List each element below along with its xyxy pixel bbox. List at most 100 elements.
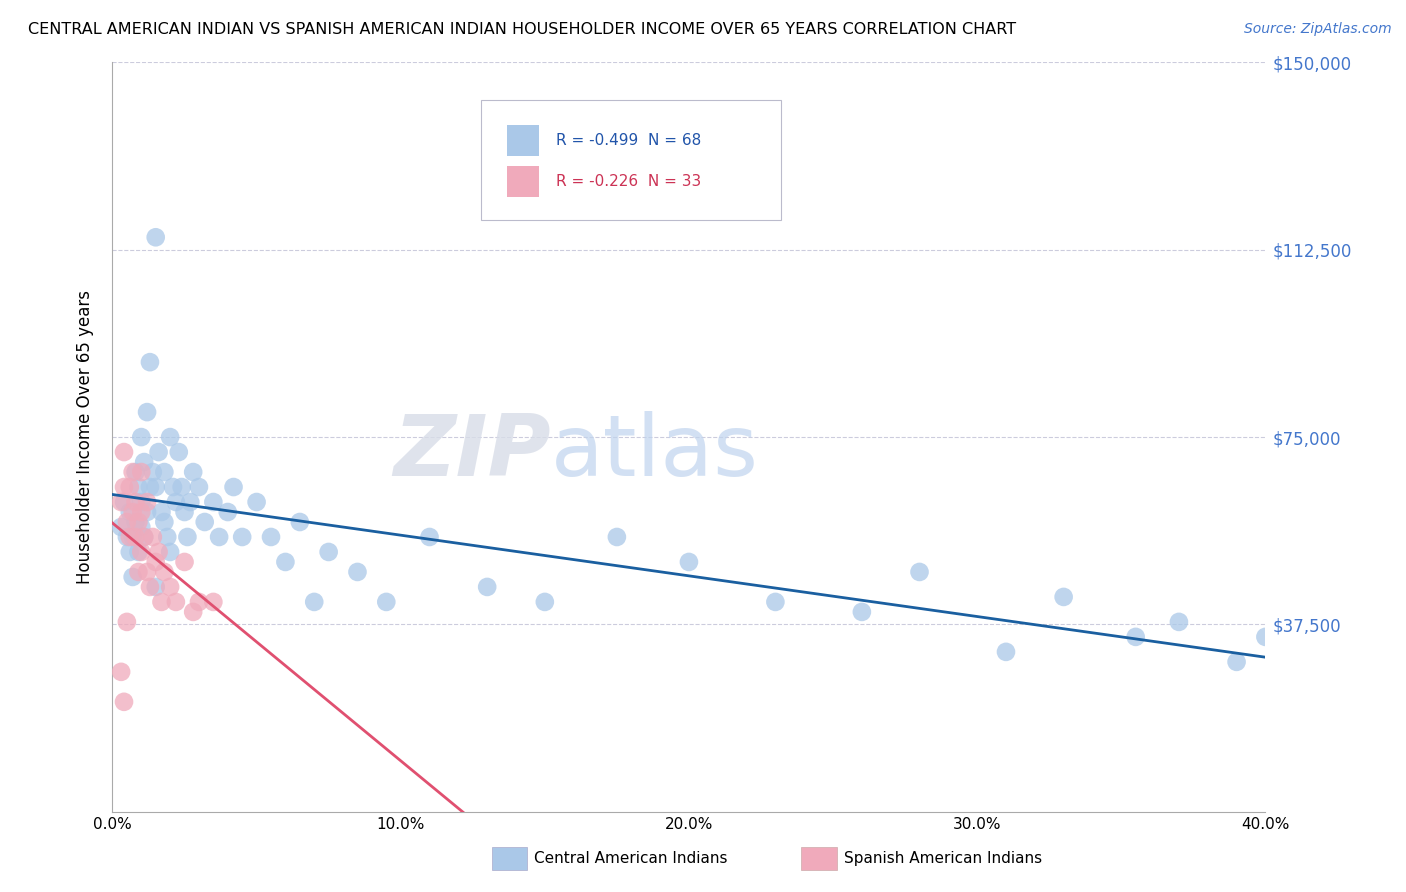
Point	[1053, 590, 1076, 604]
Point	[188, 595, 211, 609]
Point	[222, 480, 245, 494]
Point	[145, 480, 167, 494]
Text: R = -0.226  N = 33: R = -0.226 N = 33	[557, 174, 702, 189]
Point	[1226, 655, 1249, 669]
Point	[145, 230, 167, 244]
Point	[127, 565, 149, 579]
Point	[153, 565, 176, 579]
Point	[112, 480, 135, 494]
Point	[121, 505, 143, 519]
Point	[173, 555, 195, 569]
Point	[124, 530, 146, 544]
Point	[110, 665, 132, 679]
Point	[202, 495, 225, 509]
Point	[995, 645, 1018, 659]
Point	[115, 530, 138, 544]
Point	[110, 520, 132, 534]
Point	[159, 580, 181, 594]
Point	[475, 580, 499, 594]
Point	[231, 530, 253, 544]
Point	[121, 530, 143, 544]
Point	[129, 520, 153, 534]
Point	[194, 515, 217, 529]
Point	[136, 405, 159, 419]
Point	[127, 515, 149, 529]
Point	[124, 465, 146, 479]
Text: Source: ZipAtlas.com: Source: ZipAtlas.com	[1244, 22, 1392, 37]
Point	[129, 465, 153, 479]
Point	[121, 570, 143, 584]
Point	[246, 495, 269, 509]
Point	[118, 530, 141, 544]
Point	[1125, 630, 1147, 644]
Point	[153, 515, 176, 529]
Point	[765, 595, 787, 609]
Point	[165, 595, 187, 609]
Point	[124, 515, 146, 529]
Point	[179, 495, 201, 509]
Point	[159, 430, 181, 444]
Point	[159, 545, 181, 559]
Point	[534, 595, 557, 609]
Point	[136, 495, 159, 509]
Text: R = -0.499  N = 68: R = -0.499 N = 68	[557, 133, 702, 148]
Point	[118, 480, 141, 494]
Point	[1167, 615, 1189, 629]
Point	[150, 505, 173, 519]
Point	[851, 605, 873, 619]
Point	[1254, 630, 1277, 644]
Point	[274, 555, 297, 569]
Point	[118, 545, 141, 559]
Point	[375, 595, 398, 609]
Text: CENTRAL AMERICAN INDIAN VS SPANISH AMERICAN INDIAN HOUSEHOLDER INCOME OVER 65 YE: CENTRAL AMERICAN INDIAN VS SPANISH AMERI…	[28, 22, 1017, 37]
Y-axis label: Householder Income Over 65 years: Householder Income Over 65 years	[76, 290, 94, 584]
Point	[150, 595, 173, 609]
Point	[181, 465, 204, 479]
Point	[173, 505, 195, 519]
Point	[165, 495, 187, 509]
Point	[606, 530, 628, 544]
Point	[153, 465, 176, 479]
Point	[139, 580, 162, 594]
Point	[134, 530, 156, 544]
Point	[112, 495, 135, 509]
Point	[217, 505, 239, 519]
Bar	[506, 166, 538, 197]
Point	[134, 530, 156, 544]
Point	[304, 595, 326, 609]
Text: Spanish American Indians: Spanish American Indians	[844, 852, 1042, 866]
Text: atlas: atlas	[551, 410, 759, 493]
Point	[136, 505, 159, 519]
Point	[129, 495, 153, 509]
Point	[148, 445, 170, 459]
Point	[260, 530, 283, 544]
Point	[346, 565, 368, 579]
Point	[318, 545, 340, 559]
Point	[908, 565, 931, 579]
Point	[127, 480, 149, 494]
FancyBboxPatch shape	[481, 100, 782, 219]
Point	[145, 580, 167, 594]
Point	[134, 455, 156, 469]
Point	[142, 530, 165, 544]
Point	[176, 530, 198, 544]
Point	[139, 355, 162, 369]
Point	[129, 505, 153, 519]
Point	[419, 530, 441, 544]
Point	[188, 480, 211, 494]
Point	[156, 530, 179, 544]
Point	[162, 480, 184, 494]
Point	[181, 605, 204, 619]
Point	[127, 545, 149, 559]
Point	[167, 445, 190, 459]
Point	[170, 480, 193, 494]
Point	[288, 515, 311, 529]
Point	[112, 695, 135, 709]
Point	[118, 505, 141, 519]
Point	[112, 445, 135, 459]
Point	[208, 530, 231, 544]
Point	[139, 480, 162, 494]
Text: Central American Indians: Central American Indians	[534, 852, 728, 866]
Point	[148, 545, 170, 559]
Point	[121, 465, 143, 479]
